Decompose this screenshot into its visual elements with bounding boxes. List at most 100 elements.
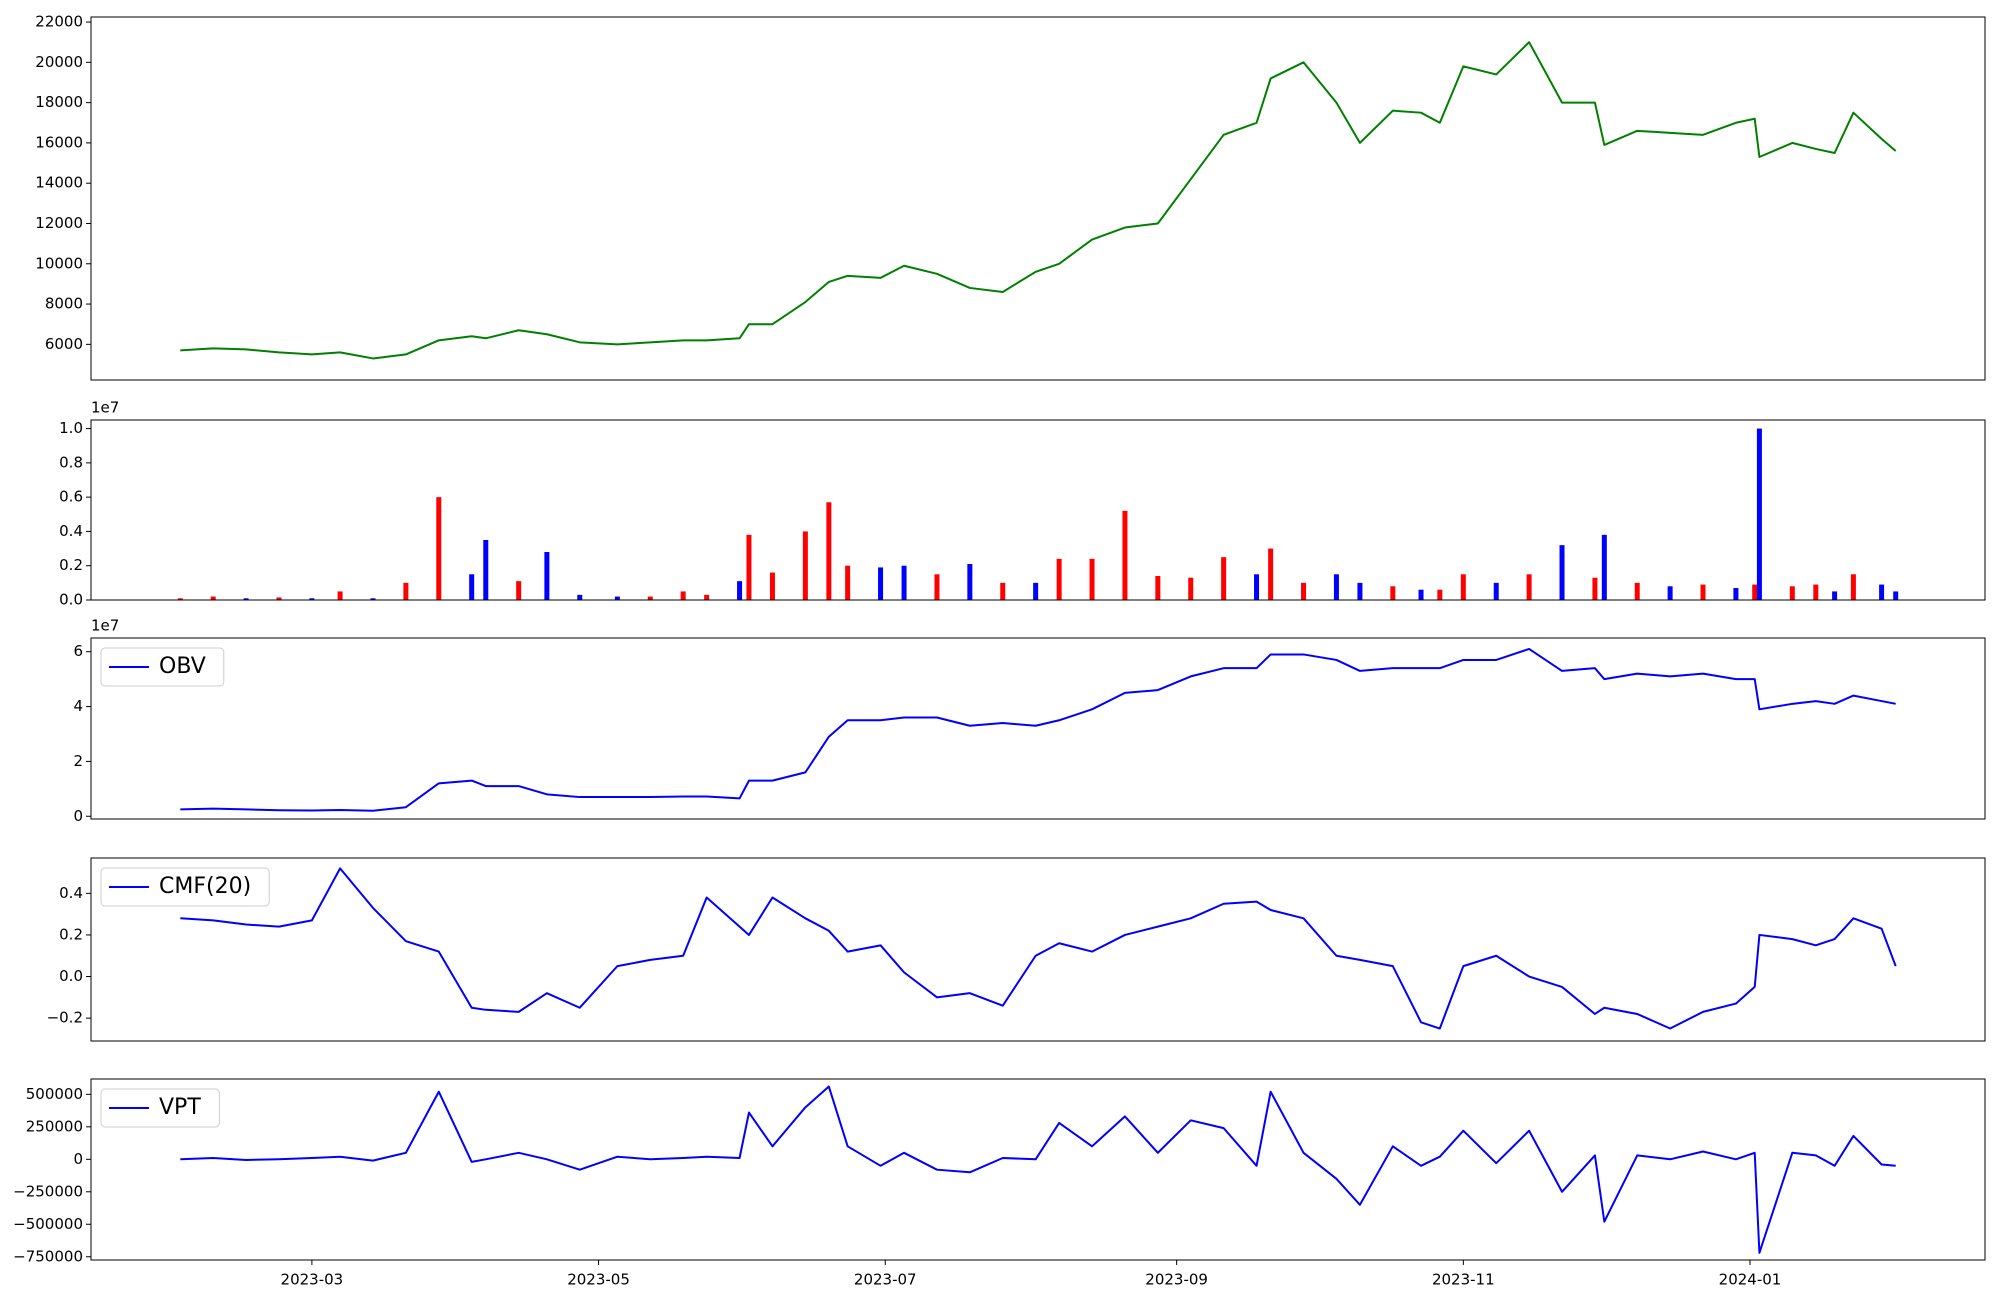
bar (934, 574, 940, 600)
x-tick-label: 2023-03 (281, 1271, 344, 1289)
bar (1592, 577, 1598, 600)
y-tick-label: 4 (73, 697, 83, 715)
y-tick-label: −0.2 (47, 1009, 83, 1027)
bar (1268, 548, 1274, 600)
line (180, 41, 1897, 360)
bar (483, 540, 489, 600)
line (180, 867, 1897, 1030)
legend: CMF(20) (100, 867, 270, 907)
bar (1700, 584, 1706, 600)
bar (276, 597, 282, 600)
bar (1333, 574, 1339, 600)
bar (1418, 589, 1424, 600)
y-tick-label: 10000 (35, 254, 83, 272)
bar (1033, 582, 1039, 600)
bar (1559, 545, 1565, 600)
legend-label: OBV (159, 654, 206, 679)
bar (680, 591, 686, 600)
bar (1733, 588, 1739, 600)
bar (577, 594, 583, 600)
y-tick-label: 0.0 (59, 591, 83, 609)
plot-area (180, 867, 1897, 1030)
bar (1089, 558, 1095, 600)
y-tick-label: 16000 (35, 133, 83, 151)
frame (90, 16, 1986, 381)
plot-area (180, 647, 1896, 812)
bar (802, 531, 808, 600)
bar (469, 574, 475, 600)
bar (704, 594, 710, 600)
bar (337, 591, 343, 600)
bar (1390, 586, 1396, 600)
bar (177, 598, 183, 600)
y-tick-label: 20000 (35, 53, 83, 71)
bar (1893, 591, 1899, 600)
bar (370, 598, 376, 600)
bar (1526, 574, 1532, 600)
bar (309, 598, 315, 600)
bar (614, 596, 620, 600)
bar (845, 565, 851, 600)
bar (1460, 574, 1466, 600)
y-tick-label: 22000 (35, 13, 83, 31)
y-tick-label: 8000 (45, 295, 83, 313)
bar (769, 572, 775, 600)
plot-area (177, 428, 1899, 600)
bar (826, 502, 832, 600)
y-tick-label: 1.0 (59, 419, 83, 437)
offset-label: 1e7 (91, 399, 119, 417)
y-tick-label: 0.6 (59, 488, 83, 506)
bar (746, 534, 752, 600)
bar (1752, 584, 1758, 600)
legend: VPT (100, 1088, 220, 1128)
bar (516, 581, 522, 600)
bar (1188, 577, 1194, 600)
bar (1357, 582, 1363, 600)
bar (901, 565, 907, 600)
legend-box (100, 1088, 220, 1128)
bar (1155, 576, 1161, 600)
plot-area (180, 41, 1897, 360)
line (180, 1085, 1896, 1254)
y-tick-label: 250000 (26, 1117, 83, 1135)
y-tick-label: 12000 (35, 214, 83, 232)
legend-box (100, 867, 270, 907)
bar (1301, 582, 1307, 600)
bar (1667, 586, 1673, 600)
bar (1056, 558, 1062, 600)
y-tick-label: 0 (73, 1150, 83, 1168)
legend-label: CMF(20) (159, 874, 251, 899)
bar (436, 497, 442, 600)
frame (90, 1078, 1986, 1261)
frame (90, 857, 1986, 1042)
y-tick-label: −750000 (13, 1247, 83, 1265)
x-tick-label: 2023-11 (1432, 1271, 1495, 1289)
y-tick-label: 0 (73, 807, 83, 825)
x-tick-label: 2023-09 (1145, 1271, 1208, 1289)
bar (737, 581, 743, 600)
bar (1832, 591, 1838, 600)
bar (1879, 584, 1885, 600)
legend-box (100, 647, 225, 687)
bar (1493, 582, 1499, 600)
bar (1437, 589, 1443, 600)
y-tick-label: −500000 (13, 1215, 83, 1233)
y-tick-label: 0.0 (59, 967, 83, 985)
x-tick-label: 2023-05 (567, 1271, 630, 1289)
frame (90, 419, 1986, 601)
y-tick-label: 2 (73, 752, 83, 770)
bar (403, 582, 409, 600)
bar (1254, 574, 1260, 600)
y-tick-label: 0.4 (59, 884, 83, 902)
y-tick-label: −250000 (13, 1182, 83, 1200)
bar (1850, 574, 1856, 600)
y-tick-label: 18000 (35, 93, 83, 111)
bar (878, 567, 884, 600)
bar (210, 596, 216, 600)
y-tick-label: 0.2 (59, 925, 83, 943)
y-tick-label: 0.4 (59, 522, 83, 540)
bar (544, 552, 550, 600)
y-tick-label: 0.2 (59, 556, 83, 574)
